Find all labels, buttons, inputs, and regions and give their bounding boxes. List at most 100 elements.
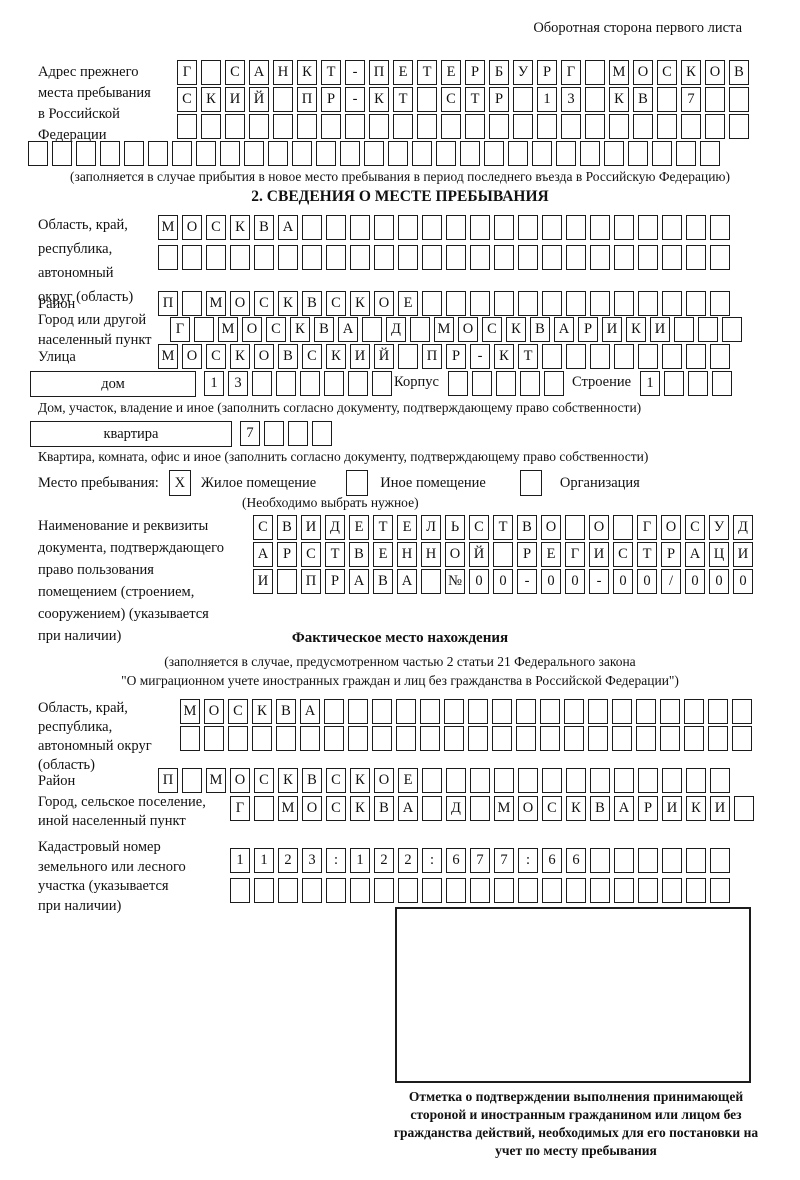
char-box[interactable]: О: [302, 796, 322, 821]
char-box[interactable]: [422, 291, 442, 316]
char-box[interactable]: [705, 87, 725, 112]
char-box[interactable]: Т: [393, 87, 413, 112]
char-box[interactable]: 1: [254, 848, 274, 873]
char-box[interactable]: Е: [398, 291, 418, 316]
char-box[interactable]: М: [206, 768, 226, 793]
char-box[interactable]: Л: [421, 515, 441, 540]
char-box[interactable]: [470, 215, 490, 240]
char-box[interactable]: Г: [170, 317, 190, 342]
char-box[interactable]: [220, 141, 240, 166]
char-box[interactable]: [564, 699, 584, 724]
char-box[interactable]: [708, 699, 728, 724]
char-box[interactable]: [614, 768, 634, 793]
char-box[interactable]: [496, 371, 516, 396]
char-box[interactable]: [100, 141, 120, 166]
char-box[interactable]: [542, 344, 562, 369]
char-box[interactable]: -: [345, 87, 365, 112]
char-box[interactable]: №: [445, 569, 465, 594]
char-box[interactable]: [585, 87, 605, 112]
char-box[interactable]: [364, 141, 384, 166]
char-box[interactable]: [614, 878, 634, 903]
char-box[interactable]: М: [494, 796, 514, 821]
char-box[interactable]: [590, 848, 610, 873]
char-box[interactable]: 7: [494, 848, 514, 873]
char-box[interactable]: [686, 878, 706, 903]
char-box[interactable]: С: [228, 699, 248, 724]
char-box[interactable]: [225, 114, 245, 139]
char-box[interactable]: Й: [374, 344, 394, 369]
char-box[interactable]: [662, 768, 682, 793]
char-box[interactable]: [614, 245, 634, 270]
char-box[interactable]: В: [633, 87, 653, 112]
char-box[interactable]: [566, 245, 586, 270]
char-box[interactable]: [705, 114, 725, 139]
char-box[interactable]: [300, 726, 320, 751]
char-box[interactable]: [446, 291, 466, 316]
char-box[interactable]: [710, 344, 730, 369]
char-box[interactable]: [372, 371, 392, 396]
char-box[interactable]: И: [301, 515, 321, 540]
char-box[interactable]: [609, 114, 629, 139]
char-box[interactable]: [194, 317, 214, 342]
char-box[interactable]: [278, 878, 298, 903]
char-box[interactable]: А: [397, 569, 417, 594]
char-box[interactable]: К: [369, 87, 389, 112]
char-box[interactable]: [410, 317, 430, 342]
char-box[interactable]: [182, 291, 202, 316]
char-box[interactable]: [590, 878, 610, 903]
char-box[interactable]: К: [686, 796, 706, 821]
char-box[interactable]: [230, 245, 250, 270]
char-box[interactable]: [326, 215, 346, 240]
char-box[interactable]: [172, 141, 192, 166]
char-box[interactable]: [398, 215, 418, 240]
char-box[interactable]: [537, 114, 557, 139]
char-box[interactable]: 1: [640, 371, 660, 396]
char-box[interactable]: [590, 215, 610, 240]
char-box[interactable]: Д: [446, 796, 466, 821]
char-box[interactable]: [302, 878, 322, 903]
char-box[interactable]: К: [681, 60, 701, 85]
char-box[interactable]: С: [302, 344, 322, 369]
char-box[interactable]: А: [338, 317, 358, 342]
char-box[interactable]: О: [458, 317, 478, 342]
char-box[interactable]: [372, 699, 392, 724]
char-box[interactable]: В: [277, 515, 297, 540]
char-box[interactable]: С: [469, 515, 489, 540]
char-box[interactable]: Д: [733, 515, 753, 540]
char-box[interactable]: [565, 515, 585, 540]
char-box[interactable]: О: [230, 291, 250, 316]
char-box[interactable]: 0: [709, 569, 729, 594]
char-box[interactable]: 3: [302, 848, 322, 873]
char-box[interactable]: [494, 215, 514, 240]
char-box[interactable]: [436, 141, 456, 166]
char-box[interactable]: [446, 768, 466, 793]
char-box[interactable]: К: [201, 87, 221, 112]
char-box[interactable]: И: [589, 542, 609, 567]
char-box[interactable]: [710, 291, 730, 316]
char-box[interactable]: [710, 848, 730, 873]
char-box[interactable]: Г: [637, 515, 657, 540]
char-box[interactable]: С: [326, 768, 346, 793]
char-box[interactable]: [420, 726, 440, 751]
char-box[interactable]: К: [297, 60, 317, 85]
char-box[interactable]: И: [650, 317, 670, 342]
char-box[interactable]: [448, 371, 468, 396]
char-box[interactable]: [264, 421, 284, 446]
char-box[interactable]: [614, 291, 634, 316]
char-box[interactable]: [628, 141, 648, 166]
char-box[interactable]: Д: [325, 515, 345, 540]
char-box[interactable]: :: [422, 848, 442, 873]
char-box[interactable]: [681, 114, 701, 139]
char-box[interactable]: 2: [278, 848, 298, 873]
char-box[interactable]: Е: [349, 515, 369, 540]
char-box[interactable]: [273, 87, 293, 112]
char-box[interactable]: К: [326, 344, 346, 369]
char-box[interactable]: Г: [561, 60, 581, 85]
char-box[interactable]: [636, 726, 656, 751]
char-box[interactable]: [604, 141, 624, 166]
char-box[interactable]: [422, 768, 442, 793]
char-box[interactable]: С: [613, 542, 633, 567]
char-box[interactable]: 3: [561, 87, 581, 112]
char-box[interactable]: [324, 726, 344, 751]
char-box[interactable]: Ц: [709, 542, 729, 567]
